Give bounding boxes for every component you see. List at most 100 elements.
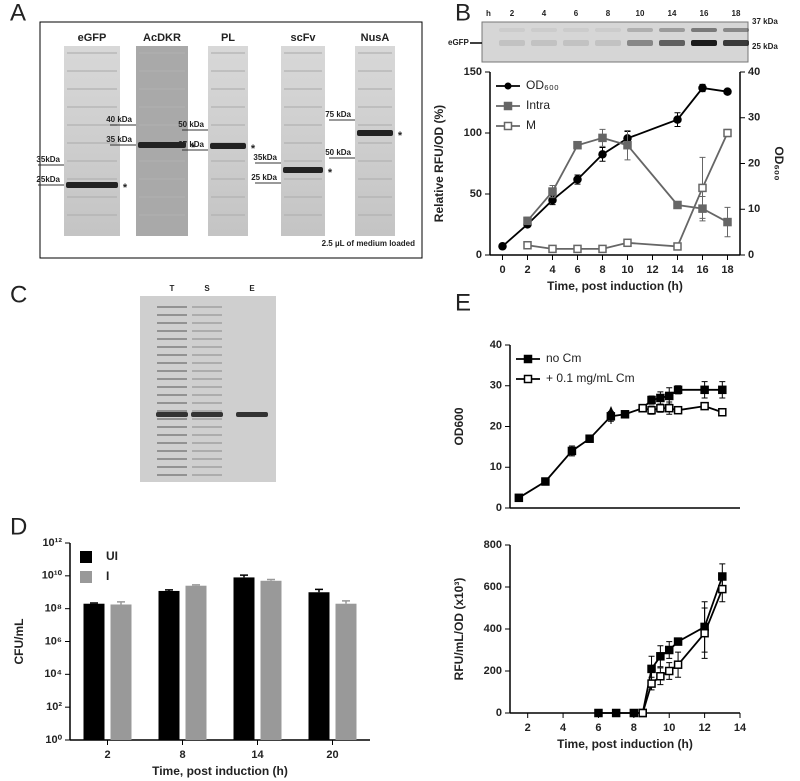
gel-band-faint xyxy=(192,418,222,420)
lane-label: 4 xyxy=(542,9,547,18)
gel-band-faint xyxy=(358,142,392,144)
gel-band-faint xyxy=(192,466,222,468)
x-tick-label: 18 xyxy=(721,264,733,276)
error-bar xyxy=(192,584,200,586)
point xyxy=(698,83,707,93)
gel-lane xyxy=(136,46,188,236)
marker-label: 37 kDa xyxy=(178,140,204,149)
point xyxy=(723,128,732,138)
legend-marker xyxy=(503,101,513,111)
bar xyxy=(83,603,105,740)
gel-band xyxy=(691,40,717,46)
gel-band xyxy=(595,40,621,46)
gel-band xyxy=(723,28,749,32)
gel-band xyxy=(499,40,525,46)
gel-band-faint xyxy=(157,338,187,340)
point xyxy=(498,242,507,251)
gel-band-faint xyxy=(192,362,222,364)
point xyxy=(647,679,656,688)
gel-band xyxy=(156,412,188,417)
bar xyxy=(233,577,255,740)
point xyxy=(664,666,674,676)
gel-band xyxy=(66,182,118,188)
lane-label: PL xyxy=(221,32,235,44)
marker-label: 75 kDa xyxy=(325,110,351,119)
lane-label: 16 xyxy=(700,9,709,18)
point xyxy=(723,217,732,227)
gel-band-faint xyxy=(157,442,187,444)
point xyxy=(611,708,621,718)
legend-label: + 0.1 mg/mL Cm xyxy=(546,371,635,385)
panel-label: C xyxy=(10,281,27,308)
gel-band-faint xyxy=(284,52,322,54)
gel-band-faint xyxy=(192,386,222,388)
bar xyxy=(110,604,132,740)
panel-label: E xyxy=(455,289,471,316)
panel-label: A xyxy=(10,0,26,26)
point xyxy=(664,391,674,401)
gel-band-faint xyxy=(67,178,117,180)
x-tick-label: 10 xyxy=(621,264,633,276)
x-tick-label: 20 xyxy=(326,749,338,761)
gel-band-faint xyxy=(157,314,187,316)
marker-label: 25 kDa xyxy=(251,173,277,182)
series-line xyxy=(641,588,724,714)
marker-label: 40 kDa xyxy=(106,115,132,124)
gel-band-faint xyxy=(211,196,245,198)
y-tick-label: 150 xyxy=(464,66,482,78)
marker-label: 35kDa xyxy=(253,153,277,162)
y-axis-label: Relative RFU/OD (%) xyxy=(432,105,446,222)
y-axis-label: CFU/mL xyxy=(12,619,26,665)
gel-band-faint xyxy=(139,196,185,198)
point xyxy=(598,150,607,159)
gel-band xyxy=(691,28,717,32)
point xyxy=(523,216,532,226)
gel-band-faint xyxy=(358,196,392,198)
gel-band-faint xyxy=(192,346,222,348)
point xyxy=(664,645,674,655)
gel-band-faint xyxy=(157,466,187,468)
gel-band-faint xyxy=(139,178,185,180)
x-tick-label: 4 xyxy=(560,722,567,734)
gel-band-faint xyxy=(358,214,392,216)
lane-label: NusA xyxy=(361,32,390,44)
point xyxy=(567,446,577,456)
y-tick-label: 10⁴ xyxy=(44,668,62,680)
gel-band-faint xyxy=(67,106,117,108)
gel-band-faint xyxy=(284,106,322,108)
marker-label: 50 kDa xyxy=(325,148,351,157)
gel-band-faint xyxy=(157,418,187,420)
legend-label: I xyxy=(106,569,109,583)
gel-band xyxy=(531,40,557,46)
legend-label: M xyxy=(526,118,536,132)
gel-band-faint xyxy=(192,370,222,372)
x-axis-label: Time, post induction (h) xyxy=(152,764,288,778)
error-bar xyxy=(342,600,350,604)
point xyxy=(585,434,594,443)
legend-label: no Cm xyxy=(546,351,581,365)
gel-band-faint xyxy=(284,160,322,162)
x-tick-label: 12 xyxy=(646,264,658,276)
gel-band-faint xyxy=(211,106,245,108)
gel-band-faint xyxy=(284,70,322,72)
legend-marker xyxy=(504,82,512,90)
gel-band-faint xyxy=(284,124,322,126)
gel-band xyxy=(723,40,749,46)
error-bar xyxy=(315,588,323,593)
gel-band-faint xyxy=(139,106,185,108)
gel-band-faint xyxy=(358,106,392,108)
gel-band-faint xyxy=(192,402,222,404)
point xyxy=(673,637,683,646)
bar xyxy=(308,592,330,740)
bar xyxy=(158,590,180,740)
gel-lane xyxy=(64,46,120,236)
gel-band-faint xyxy=(211,178,245,180)
point xyxy=(664,403,674,413)
gel-band-faint xyxy=(358,52,392,54)
gel-band-faint xyxy=(157,346,187,348)
y2-tick-label: 20 xyxy=(748,157,760,169)
gel-band-faint xyxy=(284,88,322,90)
gel-band-faint xyxy=(157,410,187,412)
gel-band-faint xyxy=(358,124,392,126)
y2-tick-label: 40 xyxy=(748,66,760,78)
